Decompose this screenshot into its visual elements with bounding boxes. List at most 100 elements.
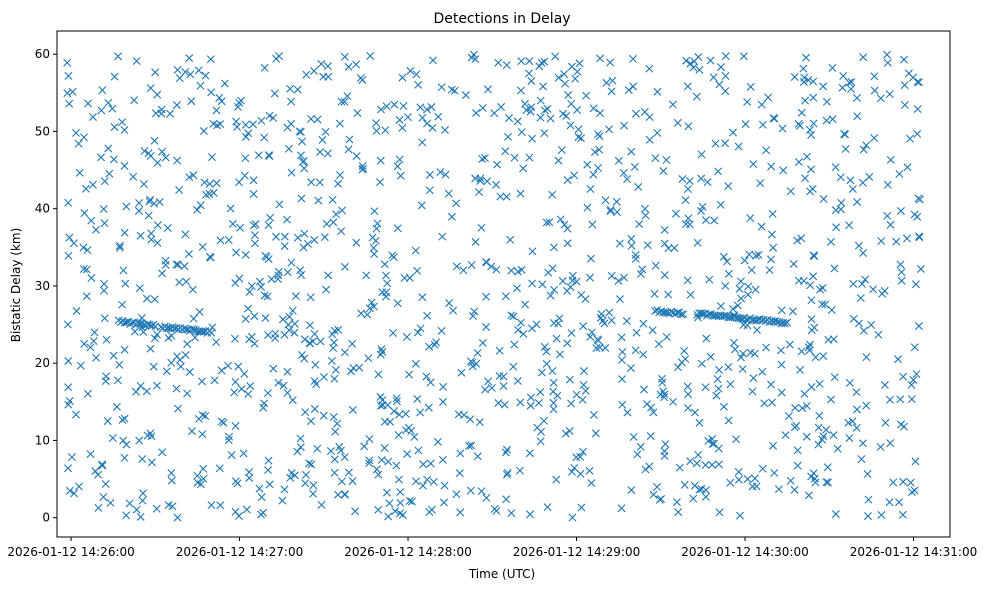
data-point	[568, 271, 577, 280]
data-point	[490, 504, 499, 513]
data-point	[701, 492, 710, 501]
data-point	[568, 513, 577, 522]
data-point	[662, 156, 671, 165]
data-point	[398, 123, 407, 132]
data-point	[913, 105, 922, 114]
data-point	[756, 179, 765, 188]
data-point	[635, 220, 644, 229]
data-point	[175, 74, 184, 83]
data-point	[705, 275, 714, 284]
data-point	[776, 346, 785, 355]
data-point	[411, 477, 420, 486]
data-point	[255, 277, 264, 286]
data-point	[607, 87, 616, 96]
data-point	[570, 463, 579, 472]
data-point	[779, 166, 788, 175]
data-point	[390, 407, 399, 416]
data-point	[907, 380, 916, 389]
data-point	[648, 326, 657, 335]
data-point	[247, 332, 256, 341]
data-point	[482, 292, 491, 301]
data-point	[685, 176, 694, 185]
data-point	[915, 233, 924, 242]
data-point	[675, 463, 684, 472]
data-point	[249, 221, 258, 230]
data-point	[414, 446, 423, 455]
data-point	[828, 63, 837, 72]
data-point	[115, 360, 124, 369]
data-point	[309, 489, 318, 498]
y-tick-label: 0	[42, 511, 50, 525]
data-point	[674, 508, 683, 517]
data-point	[715, 80, 724, 89]
data-point	[466, 486, 475, 495]
data-point	[758, 120, 767, 129]
data-point	[697, 359, 706, 368]
data-point	[562, 112, 571, 120]
data-point	[591, 429, 600, 438]
data-point	[330, 338, 338, 347]
data-point	[259, 508, 268, 517]
data-point	[316, 148, 325, 157]
data-point	[314, 196, 323, 205]
data-point	[142, 294, 151, 303]
data-point	[721, 281, 730, 290]
data-point	[207, 328, 216, 337]
data-point	[246, 381, 255, 390]
data-point	[245, 473, 254, 482]
data-point	[309, 481, 318, 490]
data-point	[494, 398, 503, 407]
data-point	[374, 505, 383, 514]
data-point	[224, 361, 233, 370]
data-point	[863, 470, 872, 478]
data-point	[595, 132, 604, 141]
data-point	[441, 126, 449, 134]
data-point	[340, 97, 349, 106]
data-point	[147, 458, 156, 467]
data-point	[226, 204, 235, 213]
data-point	[753, 325, 761, 334]
data-point	[896, 206, 905, 215]
data-point	[563, 286, 572, 295]
data-point	[572, 277, 581, 286]
data-point	[196, 201, 205, 210]
data-point	[434, 112, 443, 121]
data-point	[645, 135, 654, 144]
data-point	[89, 337, 98, 346]
data-point	[643, 241, 652, 250]
data-point	[380, 260, 389, 269]
data-point	[645, 64, 654, 73]
data-point	[167, 331, 176, 340]
data-point	[202, 190, 211, 199]
data-point	[613, 208, 622, 217]
data-point	[822, 478, 831, 487]
data-point	[215, 93, 224, 102]
data-point	[334, 179, 343, 188]
data-point	[68, 87, 77, 96]
data-point	[808, 184, 817, 193]
data-point	[909, 375, 918, 384]
data-point	[92, 353, 101, 362]
data-point	[90, 328, 99, 337]
data-point	[551, 52, 560, 61]
data-point	[315, 178, 324, 187]
data-point	[806, 281, 815, 290]
data-point	[422, 372, 431, 381]
data-point	[804, 76, 813, 85]
data-point	[405, 370, 414, 379]
data-point	[241, 132, 250, 141]
data-point	[212, 338, 221, 347]
data-point	[811, 353, 820, 362]
data-point	[656, 390, 665, 399]
data-point	[151, 109, 160, 118]
data-point	[298, 137, 307, 146]
data-point	[155, 198, 164, 207]
data-point	[596, 54, 605, 63]
data-point	[207, 88, 216, 97]
data-point	[536, 437, 545, 446]
data-point	[310, 404, 319, 413]
data-point	[374, 470, 383, 479]
data-point	[189, 314, 198, 323]
data-point	[784, 412, 793, 421]
data-point	[64, 356, 73, 365]
